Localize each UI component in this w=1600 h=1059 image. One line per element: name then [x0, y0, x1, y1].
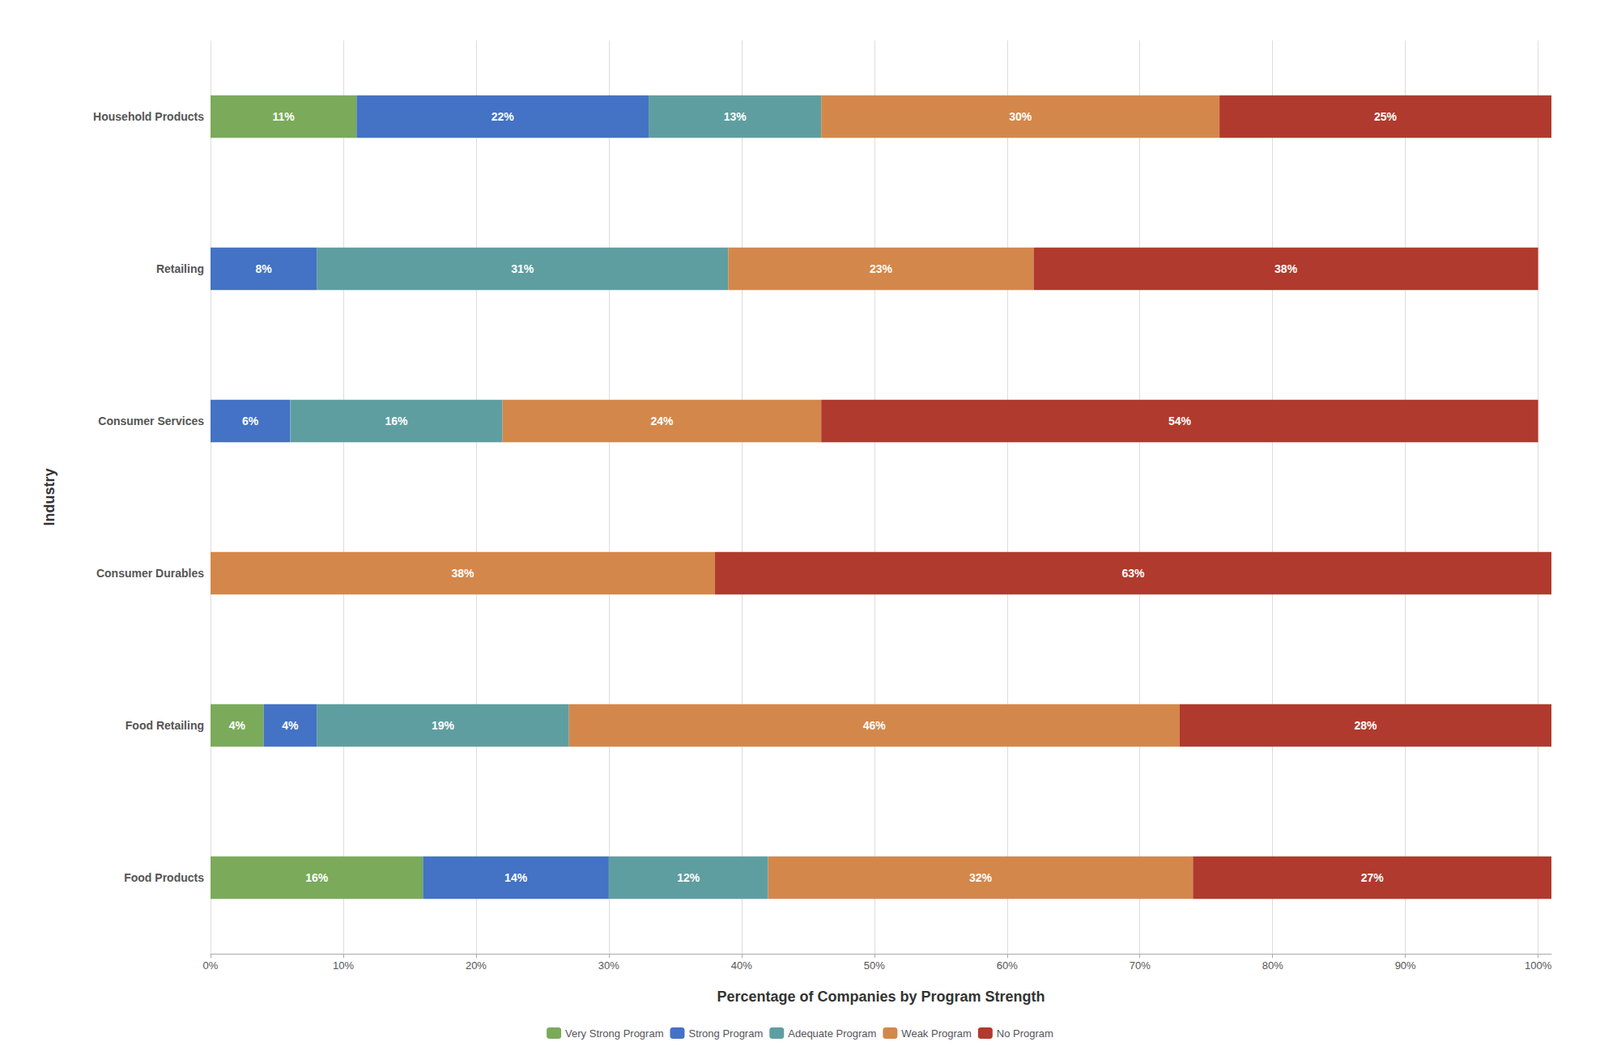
svg-text:Strong Program: Strong Program — [688, 1027, 763, 1040]
svg-text:Household Products: Household Products — [93, 110, 205, 124]
svg-text:46%: 46% — [863, 719, 887, 732]
svg-text:40%: 40% — [731, 959, 753, 972]
svg-text:4%: 4% — [229, 719, 247, 732]
svg-text:8%: 8% — [255, 262, 273, 276]
svg-text:22%: 22% — [491, 110, 515, 124]
svg-text:31%: 31% — [510, 262, 535, 276]
svg-text:12%: 12% — [676, 871, 701, 885]
svg-text:90%: 90% — [1395, 959, 1417, 972]
svg-text:Consumer Durables: Consumer Durables — [96, 566, 205, 580]
svg-text:30%: 30% — [1008, 110, 1033, 124]
svg-text:13%: 13% — [723, 110, 748, 124]
svg-text:Percentage of Companies by Pro: Percentage of Companies by Program Stren… — [716, 988, 1045, 1005]
svg-text:No Program: No Program — [996, 1027, 1054, 1040]
svg-text:70%: 70% — [1129, 959, 1151, 972]
svg-text:60%: 60% — [996, 959, 1018, 972]
svg-text:23%: 23% — [869, 262, 894, 276]
svg-text:19%: 19% — [431, 719, 456, 732]
svg-text:4%: 4% — [281, 719, 299, 732]
svg-text:Food Retailing: Food Retailing — [125, 719, 205, 732]
svg-text:Very Strong Program: Very Strong Program — [565, 1027, 664, 1040]
svg-text:Food Products: Food Products — [123, 871, 205, 885]
svg-text:20%: 20% — [465, 959, 487, 972]
svg-text:32%: 32% — [969, 871, 993, 885]
svg-text:Industry: Industry — [41, 468, 58, 526]
svg-text:Consumer Services: Consumer Services — [97, 414, 205, 428]
svg-text:28%: 28% — [1353, 719, 1378, 732]
svg-text:6%: 6% — [242, 414, 260, 428]
svg-text:16%: 16% — [305, 871, 329, 885]
svg-text:100%: 100% — [1524, 959, 1553, 972]
svg-text:Adequate Program: Adequate Program — [787, 1027, 877, 1040]
svg-text:11%: 11% — [272, 110, 296, 124]
svg-text:0%: 0% — [203, 959, 219, 972]
svg-text:30%: 30% — [598, 959, 620, 972]
svg-text:63%: 63% — [1122, 566, 1146, 580]
svg-text:Retailing: Retailing — [156, 262, 205, 276]
svg-text:27%: 27% — [1361, 871, 1385, 885]
svg-text:80%: 80% — [1262, 959, 1284, 972]
svg-text:10%: 10% — [332, 959, 354, 972]
svg-text:50%: 50% — [863, 959, 886, 972]
svg-text:25%: 25% — [1374, 110, 1398, 124]
svg-text:54%: 54% — [1168, 414, 1192, 428]
svg-text:24%: 24% — [650, 414, 674, 428]
svg-text:38%: 38% — [451, 566, 476, 580]
svg-text:14%: 14% — [504, 871, 528, 885]
svg-text:Weak Program: Weak Program — [901, 1027, 971, 1040]
svg-text:16%: 16% — [385, 414, 409, 428]
svg-text:38%: 38% — [1274, 262, 1298, 276]
